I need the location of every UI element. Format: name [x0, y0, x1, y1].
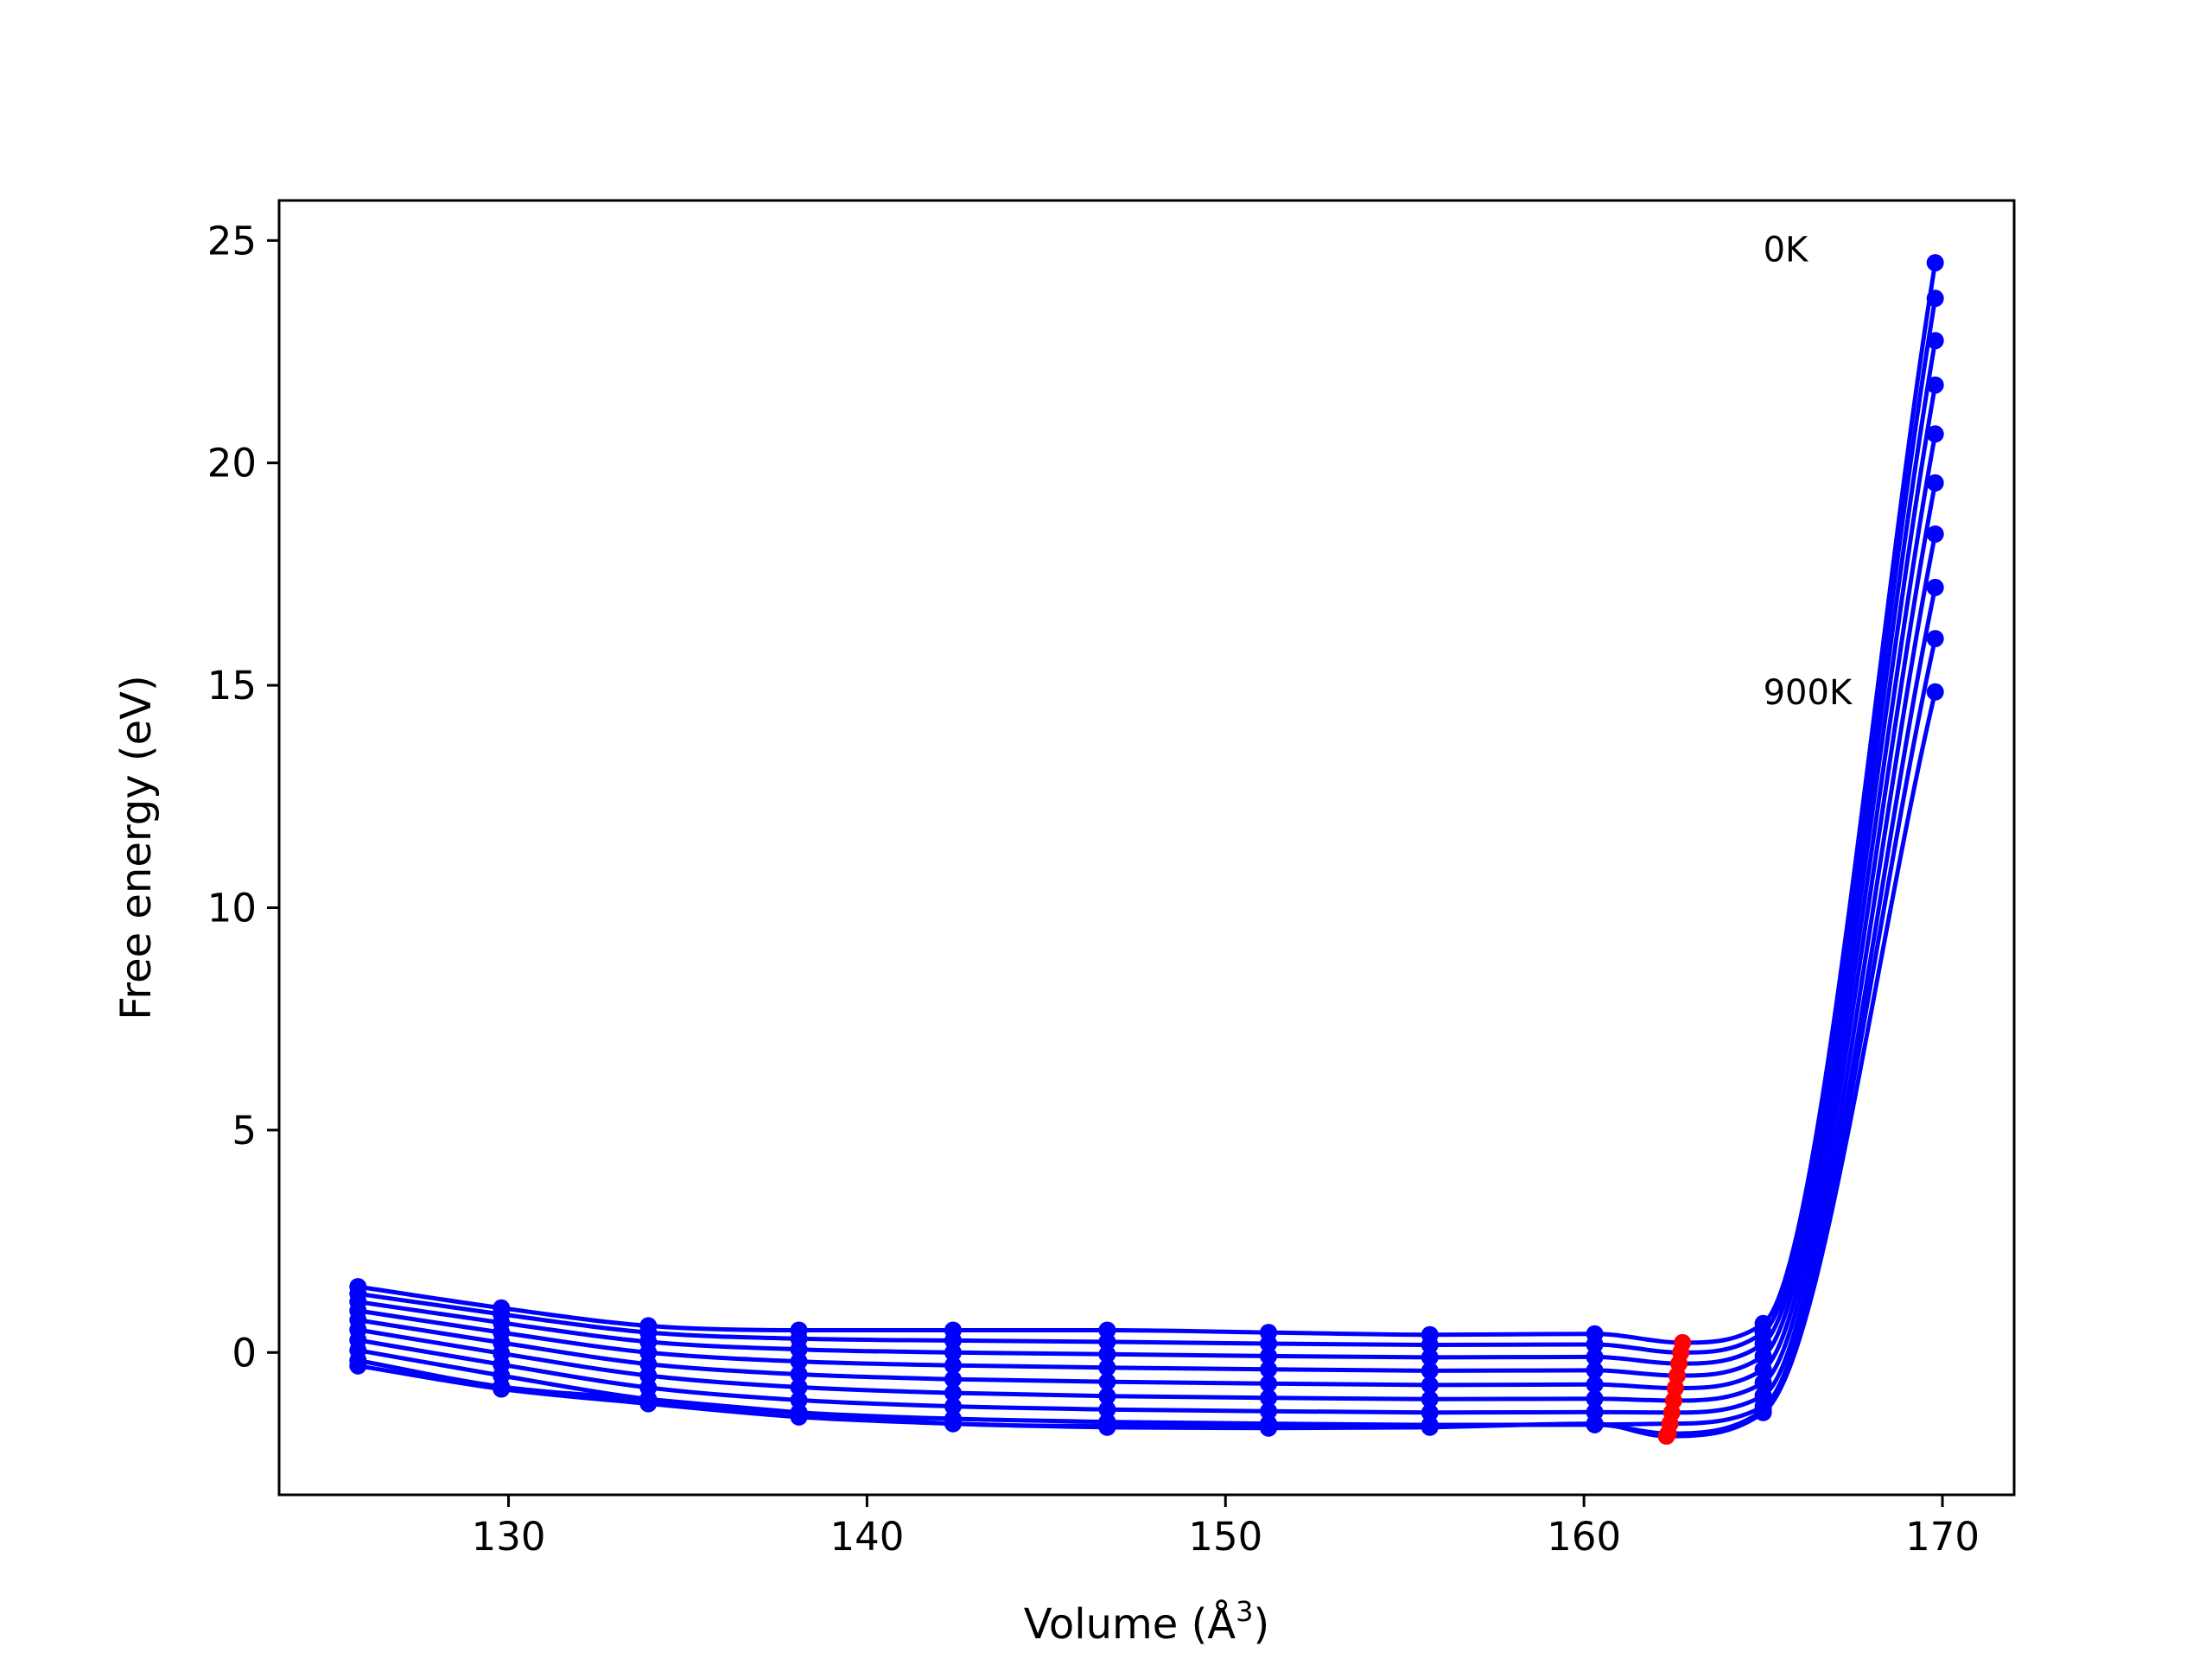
- data-point: [1421, 1362, 1439, 1380]
- data-point: [1098, 1373, 1116, 1391]
- energy-curve-4: [357, 433, 1938, 1390]
- data-point: [349, 1357, 367, 1375]
- data-point: [1926, 683, 1944, 701]
- point-group: [349, 254, 1944, 1445]
- data-point: [1260, 1335, 1278, 1352]
- data-point: [790, 1378, 808, 1396]
- data-point: [1260, 1402, 1278, 1421]
- energy-curve-2: [357, 340, 1938, 1366]
- data-point: [1754, 1374, 1772, 1392]
- data-point: [1926, 474, 1944, 492]
- energy-curve-8: [357, 638, 1938, 1436]
- data-point: [1586, 1389, 1604, 1408]
- data-point: [1926, 578, 1944, 596]
- data-point: [1098, 1387, 1116, 1405]
- data-point: [1926, 254, 1944, 272]
- x-axis-title-text: Volume (Å: [1024, 1599, 1236, 1649]
- x-axis: 130 140 150 160 170: [472, 1495, 1980, 1560]
- data-point: [944, 1384, 962, 1402]
- data-point: [1926, 425, 1944, 443]
- data-point: [1260, 1389, 1278, 1407]
- x-tick-label: 130: [472, 1514, 546, 1560]
- y-tick-label: 10: [207, 885, 257, 931]
- energy-curve-9: [357, 691, 1938, 1439]
- y-tick-label: 25: [207, 218, 257, 264]
- y-tick-label: 20: [207, 441, 257, 486]
- data-point: [639, 1395, 658, 1413]
- data-point: [1421, 1403, 1439, 1421]
- x-tick-label: 140: [830, 1514, 904, 1560]
- annotation-0k: 0K: [1764, 231, 1809, 270]
- data-point: [790, 1391, 808, 1409]
- data-point: [790, 1408, 808, 1426]
- data-point: [493, 1380, 511, 1398]
- data-point: [1586, 1376, 1604, 1394]
- data-point: [1754, 1403, 1772, 1421]
- data-point: [1421, 1376, 1439, 1394]
- y-tick-label: 0: [232, 1330, 257, 1376]
- annotation-900k: 900K: [1764, 673, 1853, 713]
- data-point: [944, 1370, 962, 1389]
- data-point: [1260, 1419, 1278, 1437]
- data-point: [1926, 289, 1944, 308]
- data-point: [1098, 1401, 1116, 1419]
- data-point: [944, 1414, 962, 1433]
- data-point: [1098, 1358, 1116, 1376]
- x-axis-title-close: ): [1253, 1600, 1269, 1649]
- data-point: [1260, 1347, 1278, 1365]
- energy-curve-3: [357, 385, 1938, 1378]
- data-point: [1754, 1335, 1772, 1352]
- data-point: [790, 1340, 808, 1358]
- y-tick-label: 15: [207, 663, 257, 709]
- y-axis-title: Free energy (eV): [112, 675, 161, 1020]
- curve-group: [357, 262, 1938, 1439]
- energy-curve-0: [357, 262, 1938, 1345]
- x-tick-label: 150: [1188, 1514, 1262, 1560]
- data-point: [1098, 1345, 1116, 1363]
- data-point: [1421, 1390, 1439, 1408]
- y-axis: 0 5 10 15 20 25: [207, 218, 279, 1376]
- y-tick-label: 5: [232, 1108, 257, 1154]
- data-point: [944, 1357, 962, 1375]
- data-point: [1926, 376, 1944, 394]
- data-point: [790, 1352, 808, 1370]
- energy-curve-5: [357, 482, 1938, 1403]
- data-point: [1260, 1375, 1278, 1393]
- data-point: [1421, 1336, 1439, 1354]
- x-tick-label: 160: [1547, 1514, 1621, 1560]
- energy-curve-6: [357, 533, 1938, 1415]
- data-point: [944, 1344, 962, 1362]
- data-point: [1586, 1361, 1604, 1379]
- data-point: [1926, 332, 1944, 350]
- data-point: [1926, 630, 1944, 648]
- data-point: [1260, 1360, 1278, 1378]
- data-point: [1586, 1348, 1604, 1366]
- energy-curve-1: [357, 297, 1938, 1355]
- energy-curve-7: [357, 587, 1938, 1427]
- data-point: [1754, 1360, 1772, 1378]
- data-point: [944, 1332, 962, 1350]
- data-point: [639, 1367, 658, 1384]
- data-point: [1098, 1418, 1116, 1436]
- data-point: [1421, 1348, 1439, 1366]
- data-point: [1098, 1332, 1116, 1351]
- minimum-point: [1657, 1427, 1675, 1445]
- x-tick-label: 170: [1905, 1514, 1980, 1560]
- data-point: [790, 1365, 808, 1383]
- x-axis-title: Volume (Å3): [1024, 1595, 1269, 1649]
- data-point: [1926, 525, 1944, 543]
- data-point: [1421, 1418, 1439, 1436]
- plot-frame: [277, 199, 2016, 1497]
- x-axis-title-superscript: 3: [1236, 1595, 1253, 1628]
- data-point: [1754, 1347, 1772, 1365]
- data-point: [1586, 1336, 1604, 1353]
- data-point: [1586, 1414, 1604, 1433]
- data-point: [944, 1397, 962, 1415]
